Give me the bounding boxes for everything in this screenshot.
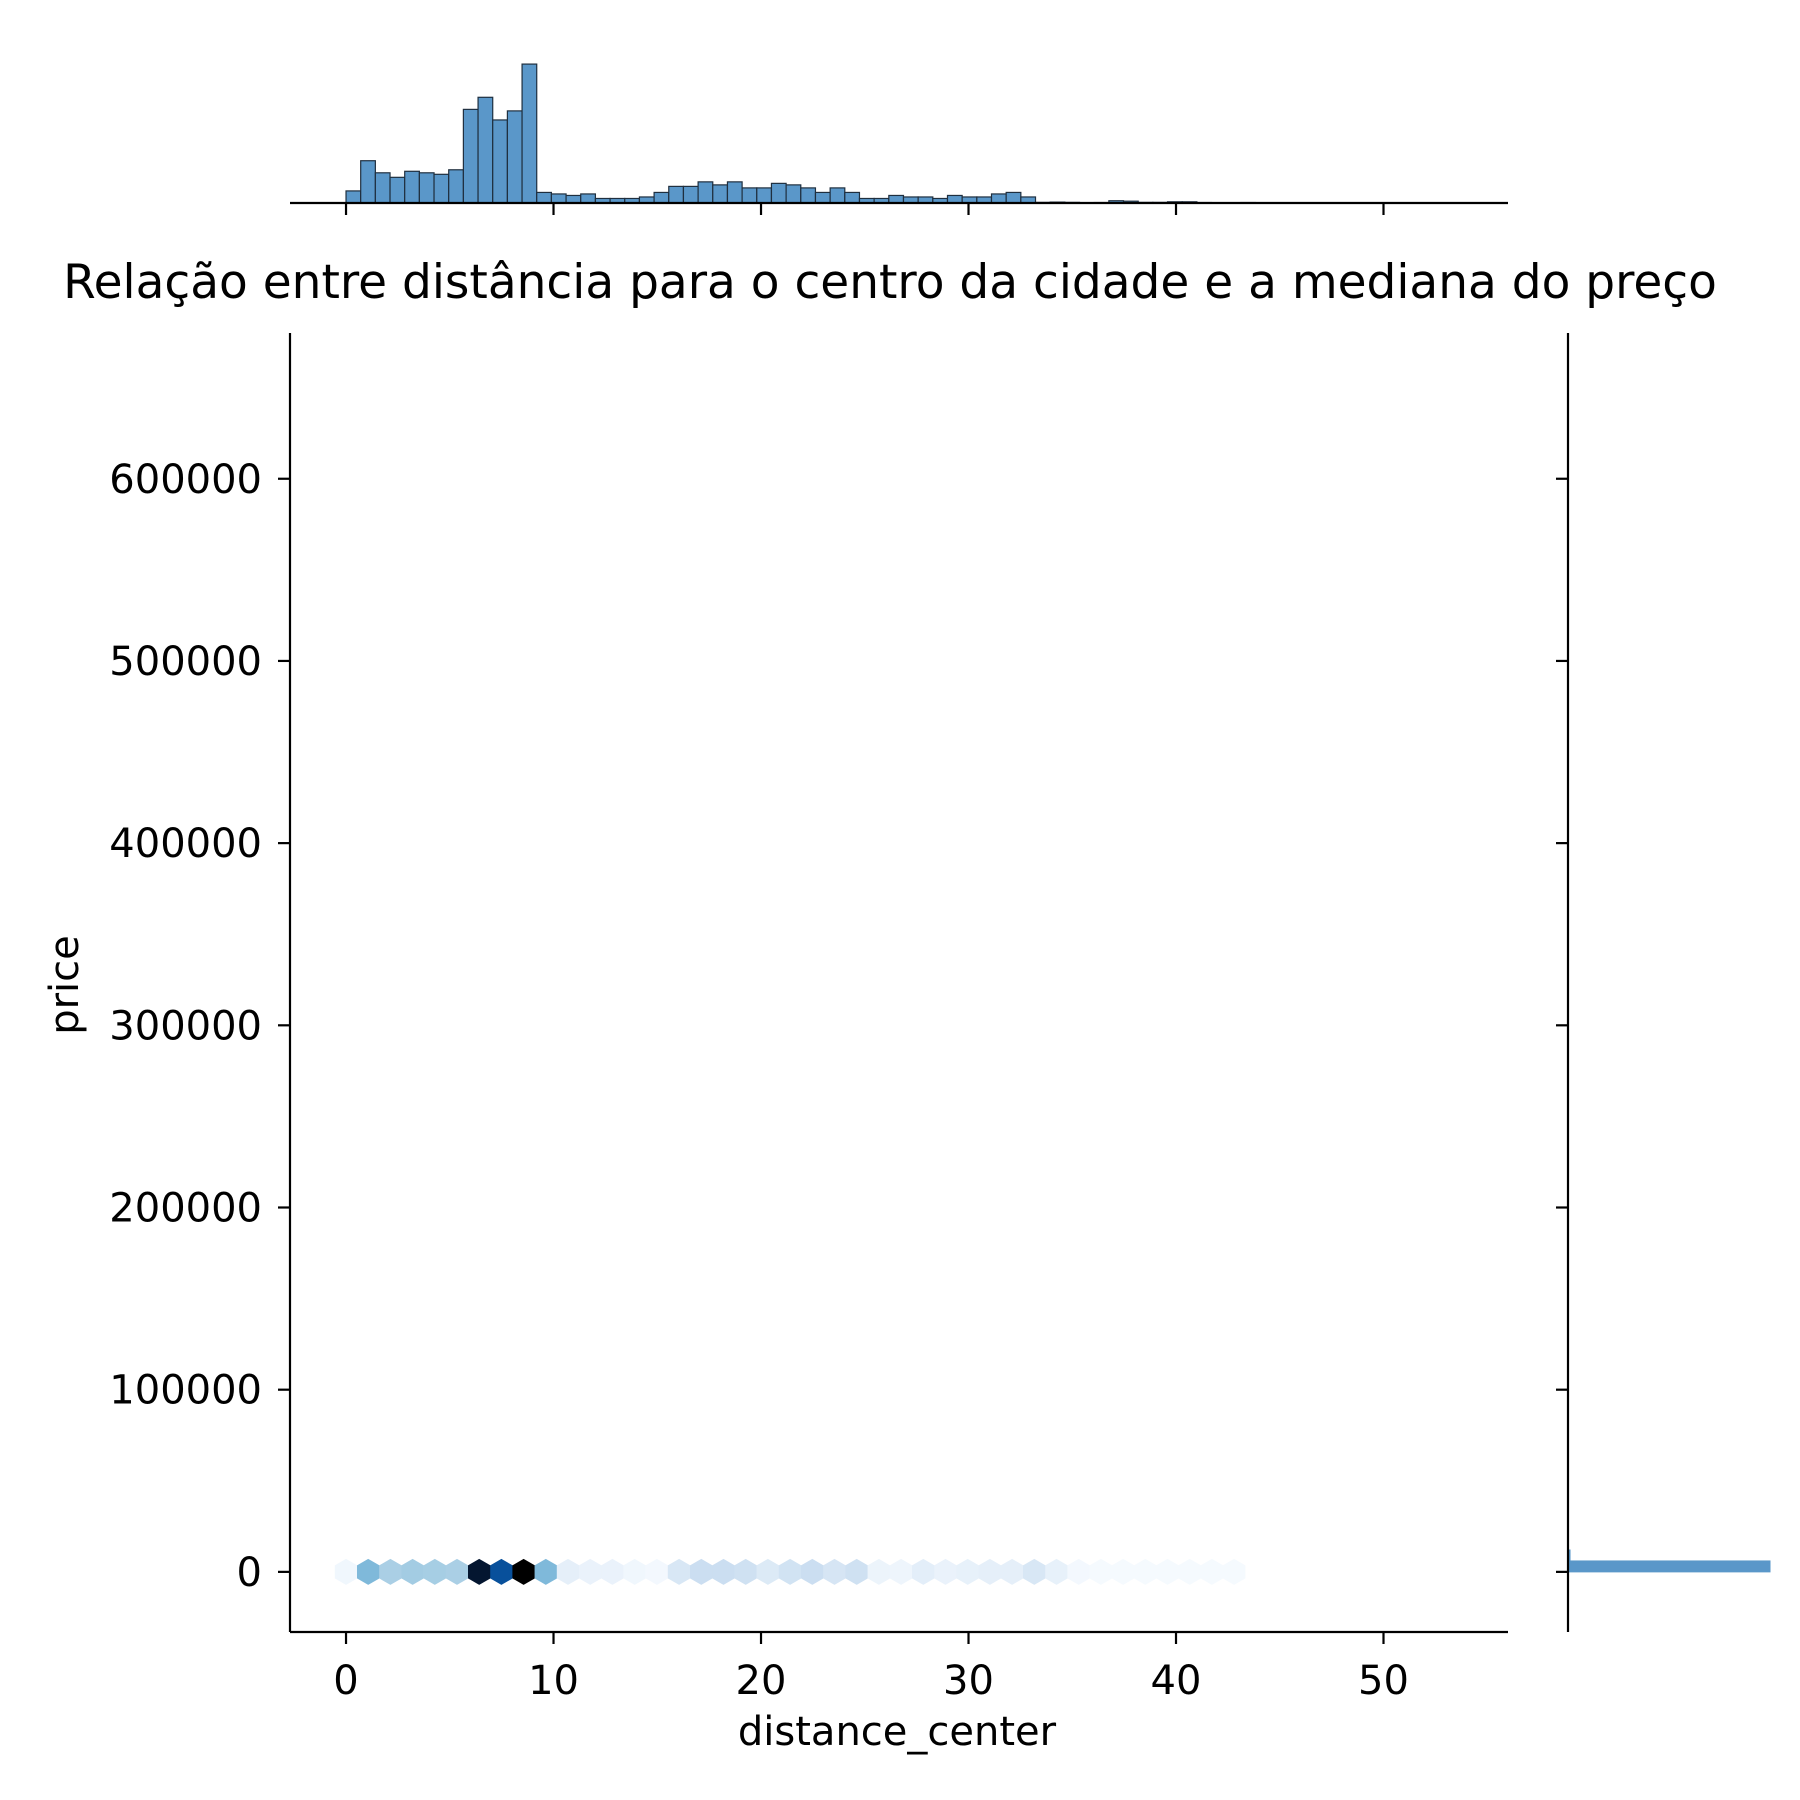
hexbin-cell [512, 1558, 535, 1585]
hexbin-cell [379, 1558, 402, 1585]
hexbin-cell [690, 1558, 713, 1585]
hexbin-cell [579, 1558, 602, 1585]
y-tick-label: 200000 [109, 1186, 262, 1232]
hexbin-cell [978, 1558, 1002, 1585]
hexbin-cell [423, 1558, 447, 1585]
x-tick-label: 50 [1358, 1658, 1409, 1704]
x-hist-bar [521, 63, 538, 204]
x-hist-bar [785, 184, 802, 204]
x-tick-label: 40 [1151, 1658, 1202, 1704]
x-tick-label: 20 [736, 1658, 787, 1704]
x-hist-bar [345, 190, 362, 204]
hexbin-cell [712, 1558, 735, 1585]
hexbin-cell [556, 1558, 580, 1585]
hexbin-cell [956, 1558, 979, 1585]
x-hist-bar [814, 191, 831, 204]
x-tick-label: 0 [333, 1658, 358, 1704]
y-marginal-histogram [1556, 333, 1771, 1632]
y-tick-label: 400000 [109, 821, 262, 867]
hexbin-cell [667, 1558, 691, 1585]
x-hist-bar [580, 193, 597, 204]
y-hist-bar [1567, 1560, 1771, 1573]
x-hist-bar [477, 96, 494, 204]
hexbin-cell [1178, 1558, 1201, 1585]
x-tick-label: 30 [943, 1658, 994, 1704]
hexbin-cell [1222, 1558, 1246, 1585]
hexbin-cell [845, 1558, 868, 1585]
x-hist-bar [800, 187, 817, 204]
x-hist-bar [770, 182, 787, 204]
axes: 0 10 20 30 40 50 0 100000 200000 300000 400000 5000… [109, 333, 1508, 1704]
x-hist-bar [492, 119, 508, 204]
hexbin-cell [734, 1558, 757, 1585]
hexbin-plot [334, 1558, 1246, 1585]
chart-title: Relação entre distância para o centro da… [63, 255, 1717, 310]
y-tick-label: 0 [237, 1550, 262, 1596]
hexbin-cell [823, 1558, 846, 1585]
hexbin-cell [1200, 1558, 1224, 1585]
x-hist-bar [712, 184, 729, 204]
x-hist-bar [697, 181, 714, 204]
hexbin-cell [801, 1558, 824, 1585]
x-marginal-histogram [290, 63, 1508, 215]
x-axis-label: distance_center [738, 1709, 1057, 1755]
y-tick-label: 500000 [109, 639, 262, 685]
x-hist-bar [844, 191, 861, 204]
y-tick-label: 600000 [109, 457, 262, 503]
hexbin-cell [601, 1558, 624, 1585]
x-hist-bar [682, 185, 699, 204]
x-hist-bar [990, 193, 1007, 204]
x-hist-bar [741, 187, 758, 204]
x-hist-bar [565, 194, 582, 204]
hexbin-cell [445, 1558, 469, 1585]
hexbin-cell [623, 1558, 646, 1585]
hexbin-cell [756, 1558, 780, 1585]
x-hist-bar [433, 173, 450, 204]
hexbin-cell [1134, 1558, 1157, 1585]
x-hist-bar [726, 181, 743, 204]
x-hist-bar [653, 191, 670, 204]
x-hist-bar [404, 170, 420, 204]
x-hist-bar [448, 169, 464, 204]
hexbin-cell [401, 1558, 424, 1585]
hexbin-cell [867, 1558, 891, 1585]
x-hist-bar [888, 194, 905, 204]
x-hist-bar [829, 187, 846, 204]
hexbin-cell [778, 1558, 802, 1585]
hexbin-cell [334, 1558, 358, 1585]
hexbin-cell [645, 1558, 669, 1585]
x-hist-bar [668, 185, 685, 204]
hexbin-cell [1045, 1558, 1068, 1585]
x-hist-bar [418, 172, 435, 204]
hexbin-cell [1067, 1558, 1090, 1585]
x-hist-bar [946, 194, 963, 204]
x-hist-bar [1005, 191, 1022, 204]
hexbin-cell [534, 1558, 558, 1585]
y-tick-label: 300000 [109, 1003, 262, 1049]
hexbin-cell [1089, 1558, 1113, 1585]
hexbin-cell [1000, 1558, 1024, 1585]
hexbin-cell [934, 1558, 957, 1585]
x-hist-bar [389, 176, 406, 204]
hexbin-cell [912, 1558, 935, 1585]
hexbin-cell [1156, 1558, 1179, 1585]
hexbin-cell [468, 1558, 491, 1585]
hexbin-cell [889, 1558, 913, 1585]
x-tick-label: 10 [528, 1658, 579, 1704]
x-hist-bar [756, 187, 773, 204]
hexbin-cell [357, 1558, 380, 1585]
y-axis-label: price [42, 935, 88, 1035]
x-hist-bar [462, 108, 479, 204]
y-tick-label: 100000 [109, 1368, 262, 1414]
hexbin-cell [1111, 1558, 1135, 1585]
x-hist-bar [374, 172, 391, 204]
x-hist-bar [536, 191, 553, 204]
x-hist-bar [506, 110, 523, 204]
x-hist-bar [550, 193, 567, 204]
x-hist-bar [360, 160, 376, 204]
hexbin-cell [1023, 1558, 1046, 1585]
hexbin-cell [490, 1558, 513, 1585]
